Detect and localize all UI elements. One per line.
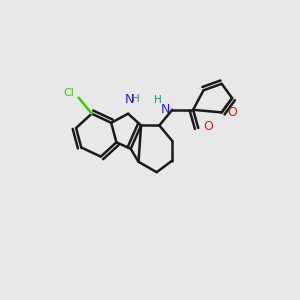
- Text: O: O: [203, 121, 213, 134]
- Text: Cl: Cl: [63, 88, 74, 98]
- Text: H: H: [154, 95, 162, 105]
- Text: N: N: [124, 93, 134, 106]
- Text: O: O: [227, 106, 237, 119]
- Text: N: N: [160, 103, 170, 116]
- Text: H: H: [132, 94, 140, 104]
